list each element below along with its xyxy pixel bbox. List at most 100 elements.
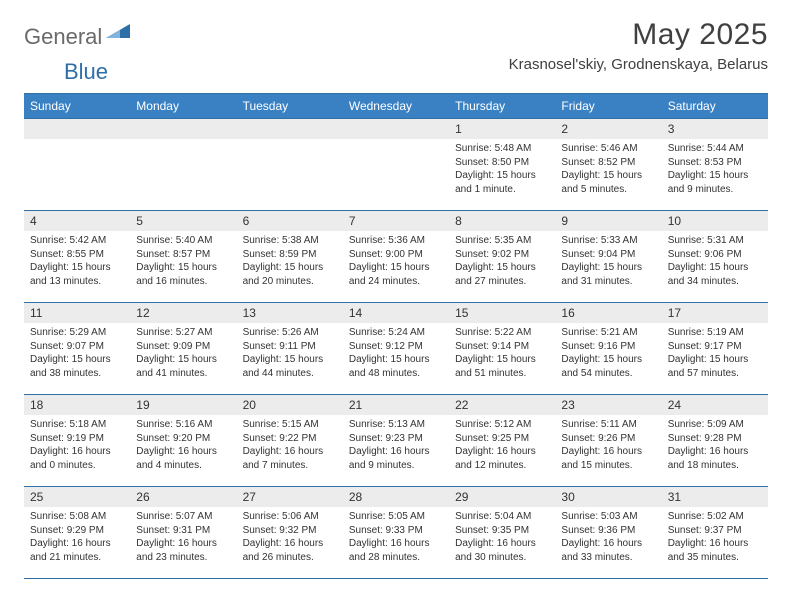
day-number: 14 [343,303,449,323]
day-number: 12 [130,303,236,323]
calendar-day-cell: 9Sunrise: 5:33 AMSunset: 9:04 PMDaylight… [555,211,661,303]
title-block: May 2025 Krasnosel'skiy, Grodnenskaya, B… [509,18,768,73]
calendar-day-cell: 15Sunrise: 5:22 AMSunset: 9:14 PMDayligh… [449,303,555,395]
day-number: 9 [555,211,661,231]
day-number: 22 [449,395,555,415]
calendar-week-row: 4Sunrise: 5:42 AMSunset: 8:55 PMDaylight… [24,211,768,303]
day-header: Tuesday [237,94,343,119]
day-number: 15 [449,303,555,323]
day-number: 27 [237,487,343,507]
day-number: 5 [130,211,236,231]
day-number: 18 [24,395,130,415]
calendar-day-cell: 3Sunrise: 5:44 AMSunset: 8:53 PMDaylight… [662,119,768,211]
calendar-header-row: SundayMondayTuesdayWednesdayThursdayFrid… [24,94,768,119]
day-number: 25 [24,487,130,507]
calendar-day-cell: 18Sunrise: 5:18 AMSunset: 9:19 PMDayligh… [24,395,130,487]
day-info: Sunrise: 5:07 AMSunset: 9:31 PMDaylight:… [130,507,236,568]
logo-text-general: General [24,24,102,50]
day-info: Sunrise: 5:11 AMSunset: 9:26 PMDaylight:… [555,415,661,476]
calendar-day-cell [237,119,343,211]
day-header: Sunday [24,94,130,119]
day-header: Wednesday [343,94,449,119]
day-number: 10 [662,211,768,231]
day-info: Sunrise: 5:38 AMSunset: 8:59 PMDaylight:… [237,231,343,292]
day-info: Sunrise: 5:04 AMSunset: 9:35 PMDaylight:… [449,507,555,568]
day-info: Sunrise: 5:21 AMSunset: 9:16 PMDaylight:… [555,323,661,384]
day-number: 4 [24,211,130,231]
day-info: Sunrise: 5:27 AMSunset: 9:09 PMDaylight:… [130,323,236,384]
day-info: Sunrise: 5:13 AMSunset: 9:23 PMDaylight:… [343,415,449,476]
day-info: Sunrise: 5:06 AMSunset: 9:32 PMDaylight:… [237,507,343,568]
calendar-day-cell: 8Sunrise: 5:35 AMSunset: 9:02 PMDaylight… [449,211,555,303]
day-info: Sunrise: 5:29 AMSunset: 9:07 PMDaylight:… [24,323,130,384]
day-info: Sunrise: 5:22 AMSunset: 9:14 PMDaylight:… [449,323,555,384]
location: Krasnosel'skiy, Grodnenskaya, Belarus [509,56,768,73]
day-info: Sunrise: 5:33 AMSunset: 9:04 PMDaylight:… [555,231,661,292]
calendar-day-cell: 5Sunrise: 5:40 AMSunset: 8:57 PMDaylight… [130,211,236,303]
day-number: 19 [130,395,236,415]
calendar-day-cell: 7Sunrise: 5:36 AMSunset: 9:00 PMDaylight… [343,211,449,303]
empty-day-num [343,119,449,139]
day-info: Sunrise: 5:02 AMSunset: 9:37 PMDaylight:… [662,507,768,568]
calendar-day-cell: 26Sunrise: 5:07 AMSunset: 9:31 PMDayligh… [130,487,236,579]
calendar-day-cell: 1Sunrise: 5:48 AMSunset: 8:50 PMDaylight… [449,119,555,211]
logo-triangle-icon [106,22,132,45]
day-info: Sunrise: 5:36 AMSunset: 9:00 PMDaylight:… [343,231,449,292]
calendar-day-cell: 6Sunrise: 5:38 AMSunset: 8:59 PMDaylight… [237,211,343,303]
calendar-day-cell: 17Sunrise: 5:19 AMSunset: 9:17 PMDayligh… [662,303,768,395]
calendar-day-cell: 19Sunrise: 5:16 AMSunset: 9:20 PMDayligh… [130,395,236,487]
day-info: Sunrise: 5:46 AMSunset: 8:52 PMDaylight:… [555,139,661,200]
day-info: Sunrise: 5:03 AMSunset: 9:36 PMDaylight:… [555,507,661,568]
day-number: 30 [555,487,661,507]
calendar-day-cell: 13Sunrise: 5:26 AMSunset: 9:11 PMDayligh… [237,303,343,395]
calendar-day-cell: 21Sunrise: 5:13 AMSunset: 9:23 PMDayligh… [343,395,449,487]
calendar-week-row: 11Sunrise: 5:29 AMSunset: 9:07 PMDayligh… [24,303,768,395]
calendar-day-cell: 25Sunrise: 5:08 AMSunset: 9:29 PMDayligh… [24,487,130,579]
day-info: Sunrise: 5:18 AMSunset: 9:19 PMDaylight:… [24,415,130,476]
calendar-body: 1Sunrise: 5:48 AMSunset: 8:50 PMDaylight… [24,119,768,579]
calendar-week-row: 25Sunrise: 5:08 AMSunset: 9:29 PMDayligh… [24,487,768,579]
day-number: 21 [343,395,449,415]
day-info: Sunrise: 5:26 AMSunset: 9:11 PMDaylight:… [237,323,343,384]
day-number: 7 [343,211,449,231]
day-info: Sunrise: 5:15 AMSunset: 9:22 PMDaylight:… [237,415,343,476]
day-info: Sunrise: 5:31 AMSunset: 9:06 PMDaylight:… [662,231,768,292]
calendar-day-cell: 16Sunrise: 5:21 AMSunset: 9:16 PMDayligh… [555,303,661,395]
day-info: Sunrise: 5:16 AMSunset: 9:20 PMDaylight:… [130,415,236,476]
calendar-week-row: 1Sunrise: 5:48 AMSunset: 8:50 PMDaylight… [24,119,768,211]
calendar-day-cell: 30Sunrise: 5:03 AMSunset: 9:36 PMDayligh… [555,487,661,579]
calendar-day-cell: 20Sunrise: 5:15 AMSunset: 9:22 PMDayligh… [237,395,343,487]
day-number: 28 [343,487,449,507]
day-info: Sunrise: 5:44 AMSunset: 8:53 PMDaylight:… [662,139,768,200]
day-number: 26 [130,487,236,507]
day-info: Sunrise: 5:48 AMSunset: 8:50 PMDaylight:… [449,139,555,200]
calendar-day-cell: 28Sunrise: 5:05 AMSunset: 9:33 PMDayligh… [343,487,449,579]
day-header: Saturday [662,94,768,119]
day-number: 13 [237,303,343,323]
calendar-day-cell: 23Sunrise: 5:11 AMSunset: 9:26 PMDayligh… [555,395,661,487]
calendar-day-cell: 24Sunrise: 5:09 AMSunset: 9:28 PMDayligh… [662,395,768,487]
day-number: 6 [237,211,343,231]
day-number: 3 [662,119,768,139]
day-info: Sunrise: 5:08 AMSunset: 9:29 PMDaylight:… [24,507,130,568]
day-info: Sunrise: 5:35 AMSunset: 9:02 PMDaylight:… [449,231,555,292]
calendar-day-cell: 14Sunrise: 5:24 AMSunset: 9:12 PMDayligh… [343,303,449,395]
calendar-day-cell [130,119,236,211]
day-number: 17 [662,303,768,323]
day-header: Monday [130,94,236,119]
day-header: Friday [555,94,661,119]
empty-day-num [237,119,343,139]
day-info: Sunrise: 5:12 AMSunset: 9:25 PMDaylight:… [449,415,555,476]
day-number: 8 [449,211,555,231]
calendar-week-row: 18Sunrise: 5:18 AMSunset: 9:19 PMDayligh… [24,395,768,487]
calendar-day-cell [24,119,130,211]
calendar-day-cell: 4Sunrise: 5:42 AMSunset: 8:55 PMDaylight… [24,211,130,303]
day-number: 31 [662,487,768,507]
calendar-day-cell: 2Sunrise: 5:46 AMSunset: 8:52 PMDaylight… [555,119,661,211]
calendar-day-cell: 31Sunrise: 5:02 AMSunset: 9:37 PMDayligh… [662,487,768,579]
empty-day-num [24,119,130,139]
day-info: Sunrise: 5:40 AMSunset: 8:57 PMDaylight:… [130,231,236,292]
day-header: Thursday [449,94,555,119]
calendar-day-cell: 10Sunrise: 5:31 AMSunset: 9:06 PMDayligh… [662,211,768,303]
calendar-table: SundayMondayTuesdayWednesdayThursdayFrid… [24,93,768,579]
